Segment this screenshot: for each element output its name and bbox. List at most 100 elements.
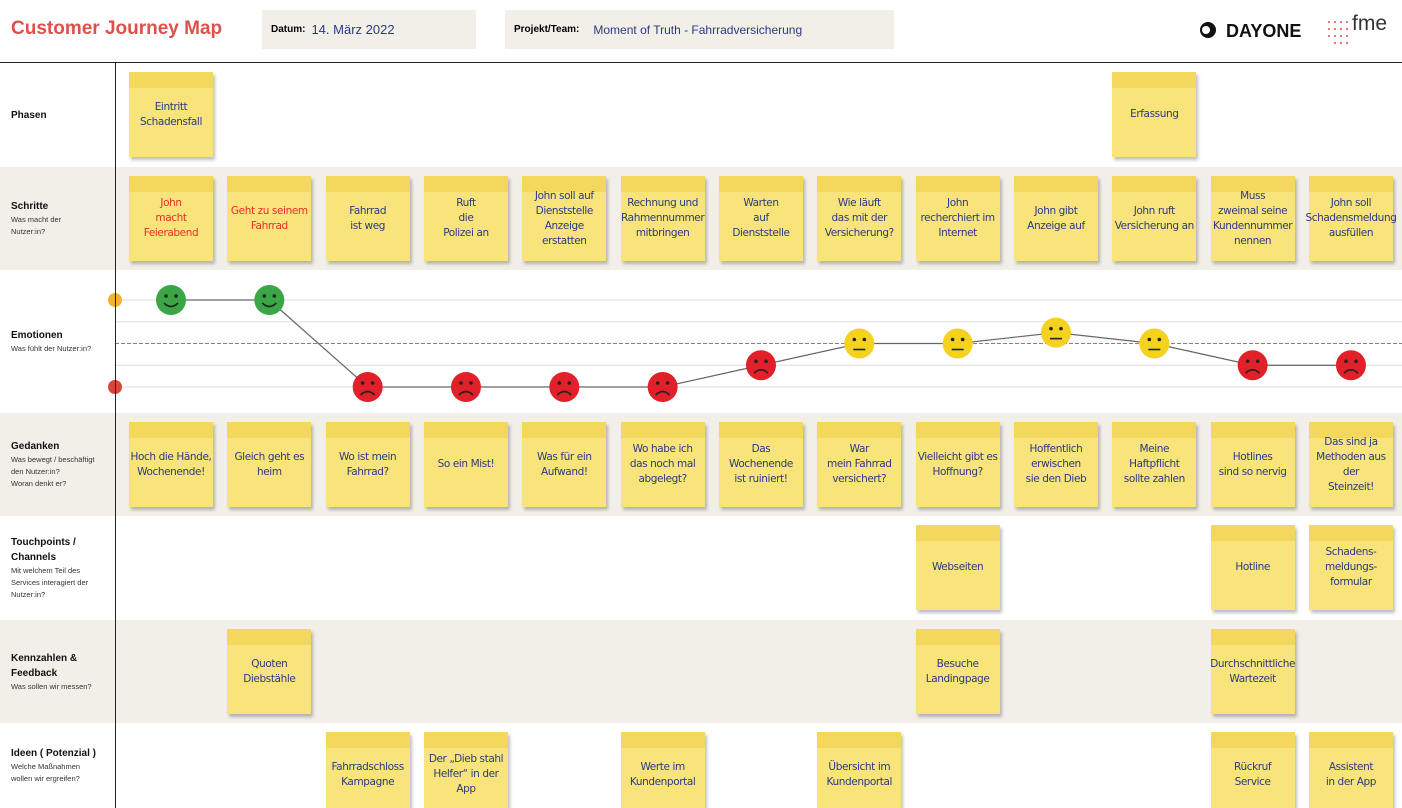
face xyxy=(1237,350,1268,381)
lane-label: Touchpoints / Channels xyxy=(11,537,76,563)
lane-sublabel: Was macht der Nutzer:in? xyxy=(11,215,62,236)
lane-label: Ideen ( Potenzial ) xyxy=(11,748,97,759)
sticky-note: Was für ein Aufwand! xyxy=(522,422,607,507)
note-text: Das sind ja Methoden aus der Steinzeit! xyxy=(1316,435,1386,493)
logo-fme: fme xyxy=(1352,14,1387,35)
eye xyxy=(655,381,660,385)
sticky-note: Der „Dieb stahl Helfer“ in der App xyxy=(423,732,508,808)
face xyxy=(1139,328,1170,359)
note-text: John macht Feierabend xyxy=(143,197,199,239)
face xyxy=(352,372,383,402)
eye xyxy=(1059,326,1063,331)
note-text: Gleich geht es heim xyxy=(234,450,305,478)
eye xyxy=(567,381,572,385)
eye xyxy=(469,381,473,385)
sticky-note: Rückruf Service xyxy=(1210,732,1295,808)
lane-label: Gedanken xyxy=(11,441,60,452)
note-text: Wie läuft das mit der Versicherung? xyxy=(824,197,894,239)
lane-label-block: Gedanken Was bewegt / beschäftigt den Nut… xyxy=(11,413,111,516)
lane-label-block: Schritte Was macht der Nutzer:in? xyxy=(11,167,111,270)
face xyxy=(156,285,186,315)
project-label: Projekt/Team: xyxy=(514,24,580,35)
note-text: Vielleicht gibt es Hoffnung? xyxy=(917,450,998,478)
note-text: Quoten Diebstähle xyxy=(243,657,296,685)
note-text: So ein Mist! xyxy=(437,458,495,470)
sticky-note: Wo habe ich das noch mal abgelegt? xyxy=(620,422,705,507)
note-text: Warten auf Dienststelle xyxy=(732,197,790,239)
note-text: John recherchiert im Internet xyxy=(920,197,996,239)
lane-label-block: Touchpoints / Channels Mit welchem Teil d… xyxy=(11,516,111,620)
note-text: Hotline xyxy=(1235,561,1270,573)
eye xyxy=(960,337,965,342)
emotion-face xyxy=(450,372,481,402)
emotion-face xyxy=(1335,350,1366,381)
lane-label: Kennzahlen & Feedback xyxy=(11,652,78,679)
note-text: Durchschnittliche Wartezeit xyxy=(1210,657,1296,685)
sticky-note: Erfassung xyxy=(1112,72,1197,157)
sticky-note: Fahrradschloss Kampagne xyxy=(325,732,410,808)
mouth xyxy=(753,368,769,374)
mouth xyxy=(360,390,376,396)
lane-label: Emotionen xyxy=(11,330,63,341)
eye xyxy=(1157,337,1162,342)
mouth xyxy=(261,302,277,308)
note-text: Besuche Landingpage xyxy=(925,657,990,685)
note-text: John gibt Anzeige auf xyxy=(1027,204,1085,232)
note-text: Der „Dieb stahl Helfer“ in der App xyxy=(428,753,504,795)
eye xyxy=(950,337,955,342)
face xyxy=(942,328,973,359)
eye xyxy=(754,359,758,364)
sticky-note: Assistent in der App xyxy=(1308,732,1393,808)
emotion-face xyxy=(745,350,776,381)
eye xyxy=(174,294,178,298)
note-text: Assistent in der App xyxy=(1325,760,1377,788)
sticky-note: Vielleicht gibt es Hoffnung? xyxy=(915,422,1000,507)
sticky-note: Wie läuft das mit der Versicherung? xyxy=(817,176,902,261)
sticky-note: Eintritt Schadensfall xyxy=(129,72,213,157)
header-rule xyxy=(0,62,1402,63)
eye xyxy=(360,381,365,385)
lane-label-block: Kennzahlen & Feedback Was sollen wir mess… xyxy=(11,620,111,723)
note-text: Hotlines sind so nervig xyxy=(1218,450,1287,478)
sticky-note: Besuche Landingpage xyxy=(915,629,1000,714)
note-text: War mein Fahrrad versichert? xyxy=(827,443,892,485)
note-text: Geht zu seinem Fahrrad xyxy=(230,204,308,232)
eye xyxy=(1344,359,1348,364)
eye xyxy=(1049,326,1053,331)
eye xyxy=(1255,359,1260,364)
emotion-face xyxy=(942,328,973,359)
note-text: Rückruf Service xyxy=(1234,760,1272,788)
eye xyxy=(272,294,277,298)
date-box: Datum: 14. März 2022 xyxy=(262,10,476,49)
eye xyxy=(852,337,857,342)
sticky-note: Hoffentlich erwischen sie den Dieb xyxy=(1013,422,1098,507)
sticky-note: Meine Haftpflicht sollte zahlen xyxy=(1112,422,1197,507)
lane-bg xyxy=(0,516,1402,620)
note-text: Meine Haftpflicht sollte zahlen xyxy=(1123,443,1185,485)
emotion-face xyxy=(549,372,580,402)
note-text: Werte im Kundenportal xyxy=(629,760,696,788)
sticky-note: Hotline xyxy=(1210,525,1295,610)
emotion-face xyxy=(156,285,186,315)
note-text: Wo habe ich das noch mal abgelegt? xyxy=(629,443,696,485)
sticky-note: John soll auf Dienststelle Anzeige ersta… xyxy=(522,176,607,261)
logo-dayone: DAYONE xyxy=(1226,21,1301,41)
lane-sublabel: Welche Maßnahmen wollen wir ergreifen? xyxy=(11,762,81,783)
emotion-face xyxy=(352,372,383,402)
note-text: Ruft die Polizei an xyxy=(443,197,489,239)
note-text: John soll auf Dienststelle Anzeige ersta… xyxy=(534,189,594,247)
lane-label-block: Phasen xyxy=(11,63,111,167)
note-text: Übersicht im Kundenportal xyxy=(826,760,893,788)
sticky-note: Schadens- meldungs- formular xyxy=(1308,525,1393,610)
mouth xyxy=(655,390,671,396)
lane-sublabel: Mit welchem Teil des Services interagier… xyxy=(11,566,89,599)
face xyxy=(1335,350,1366,381)
face xyxy=(450,372,481,402)
note-text: Erfassung xyxy=(1130,108,1179,120)
mouth xyxy=(163,302,179,308)
project: Moment of Truth - Fahrradversicherung xyxy=(593,22,803,37)
note-text: Wo ist mein Fahrrad? xyxy=(339,450,397,478)
mouth xyxy=(1245,368,1261,374)
sticky-note: Hoch die Hände, Wochenende! xyxy=(129,422,213,507)
sticky-note: Das sind ja Methoden aus der Steinzeit! xyxy=(1308,422,1393,507)
